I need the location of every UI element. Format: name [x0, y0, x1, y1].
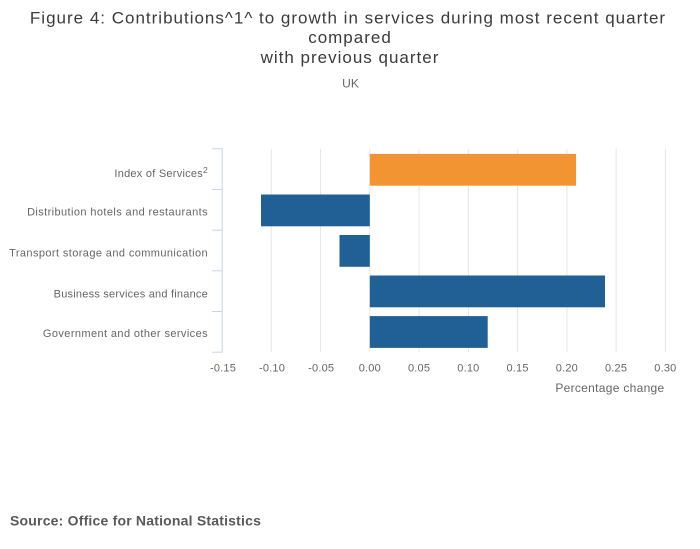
svg-text:Percentage change: Percentage change	[555, 381, 664, 395]
svg-text:Figure 4: Contributions^1^ to: Figure 4: Contributions^1^ to growth in …	[30, 9, 666, 28]
svg-text:UK: UK	[342, 77, 359, 91]
svg-text:0.25: 0.25	[605, 363, 627, 375]
svg-text:Transport storage and communic: Transport storage and communication	[9, 248, 208, 260]
svg-text:-0.05: -0.05	[308, 363, 334, 375]
svg-text:Index of Services2: Index of Services2	[114, 165, 208, 180]
svg-text:-0.10: -0.10	[259, 363, 285, 375]
svg-text:with previous quarter: with previous quarter	[260, 48, 440, 67]
svg-text:0.20: 0.20	[556, 363, 578, 375]
svg-text:Distribution hotels and restau: Distribution hotels and restaurants	[27, 207, 208, 219]
svg-text:0.00: 0.00	[359, 363, 381, 375]
svg-text:0.05: 0.05	[408, 363, 430, 375]
svg-text:Government and other services: Government and other services	[43, 328, 208, 340]
svg-text:Business services and finance: Business services and finance	[54, 289, 208, 301]
svg-text:0.30: 0.30	[654, 363, 676, 375]
svg-text:-0.15: -0.15	[210, 363, 236, 375]
svg-text:compared: compared	[308, 28, 392, 47]
svg-text:Source: Office for National St: Source: Office for National Statistics	[10, 513, 261, 529]
svg-text:0.10: 0.10	[457, 363, 479, 375]
svg-text:0.15: 0.15	[506, 363, 528, 375]
